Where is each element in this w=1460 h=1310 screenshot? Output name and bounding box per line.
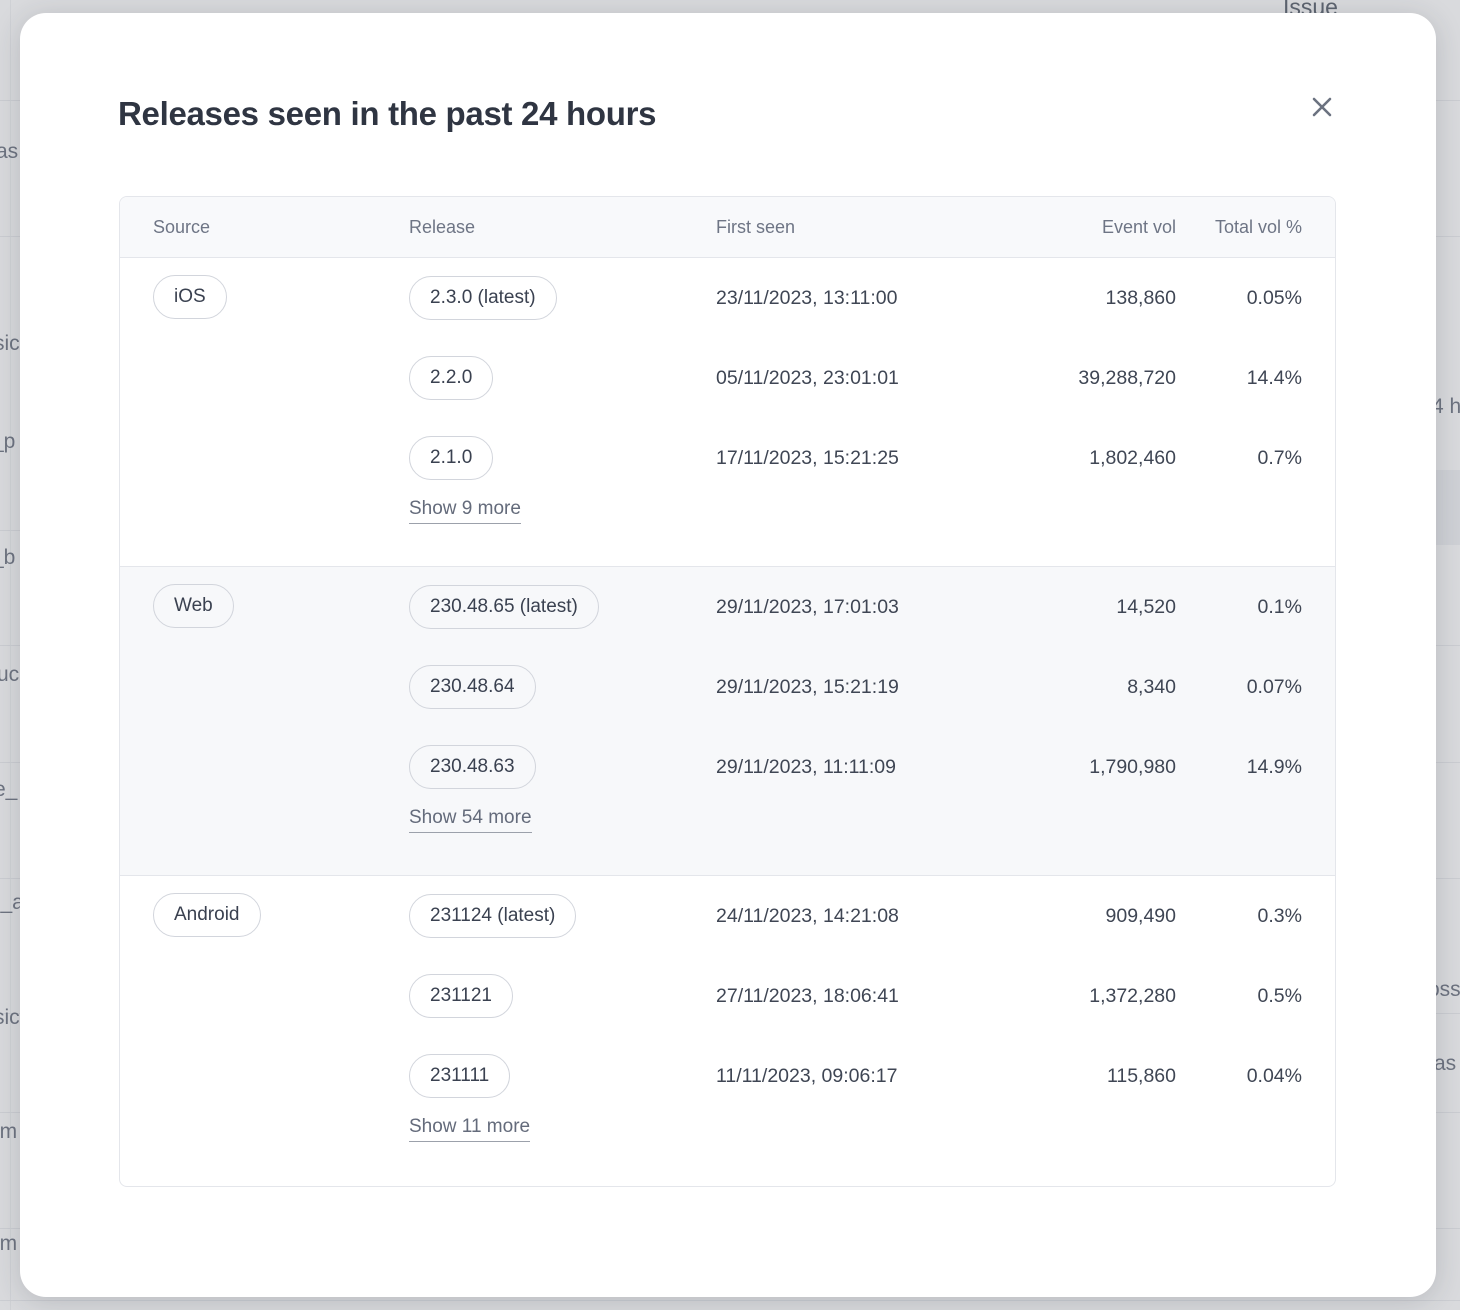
- column-header-source: Source: [153, 216, 211, 237]
- release-badge: 231111: [409, 1054, 511, 1098]
- source-badge: Web: [153, 584, 234, 628]
- total-vol-value: 14.4%: [1246, 366, 1302, 389]
- show-more-link-ios[interactable]: Show 9 more: [409, 498, 521, 524]
- first-seen-value: 05/11/2023, 23:01:01: [716, 366, 899, 389]
- event-vol-value: 1,802,460: [1089, 446, 1176, 469]
- total-vol-value: 14.9%: [1246, 755, 1302, 778]
- source-badge: Android: [153, 893, 261, 937]
- first-seen-value: 11/11/2023, 09:06:17: [716, 1064, 898, 1087]
- background-text-fragment: e_: [0, 778, 18, 801]
- first-seen-value: 24/11/2023, 14:21:08: [716, 904, 899, 927]
- release-badge: 231124 (latest): [409, 894, 577, 938]
- release-row: 2.2.0 05/11/2023, 23:01:01 39,288,720 14…: [409, 338, 1335, 418]
- event-vol-value: 39,288,720: [1078, 366, 1176, 389]
- release-badge: 2.3.0 (latest): [409, 276, 557, 320]
- first-seen-value: 29/11/2023, 11:11:09: [716, 755, 896, 778]
- close-button[interactable]: [1303, 89, 1341, 127]
- column-header-first-seen: First seen: [716, 216, 796, 237]
- event-vol-value: 909,490: [1105, 904, 1177, 927]
- background-text-fragment: am: [0, 1120, 18, 1143]
- total-vol-value: 0.5%: [1257, 984, 1302, 1007]
- total-vol-value: 0.7%: [1257, 446, 1302, 469]
- table-header-row: Source Release First seen Event vol Tota…: [120, 197, 1335, 258]
- event-vol-value: 14,520: [1116, 595, 1176, 618]
- background-text-fragment: as: [0, 140, 19, 163]
- event-vol-value: 1,372,280: [1089, 984, 1176, 1007]
- background-text-fragment: ruc: [0, 663, 20, 686]
- first-seen-value: 29/11/2023, 15:21:19: [716, 675, 899, 698]
- first-seen-value: 29/11/2023, 17:01:03: [716, 595, 899, 618]
- source-group-android: Android 231124 (latest) 24/11/2023, 14:2…: [120, 876, 1335, 1184]
- release-badge: 230.48.63: [409, 745, 536, 789]
- source-badge: iOS: [153, 275, 227, 319]
- release-badge: 2.1.0: [409, 436, 494, 480]
- event-vol-value: 138,860: [1105, 286, 1177, 309]
- release-badge: 230.48.64: [409, 665, 536, 709]
- background-divider: [0, 1300, 1460, 1301]
- modal-title: Releases seen in the past 24 hours: [118, 95, 657, 132]
- release-row: 230.48.63 29/11/2023, 11:11:09 1,790,980…: [409, 727, 1335, 807]
- background-text-fragment: s_a: [0, 891, 24, 914]
- first-seen-value: 17/11/2023, 15:21:25: [716, 446, 899, 469]
- release-row: 230.48.65 (latest) 29/11/2023, 17:01:03 …: [409, 567, 1335, 647]
- column-header-total-vol: Total vol %: [1214, 216, 1302, 237]
- total-vol-value: 0.1%: [1257, 595, 1302, 618]
- release-row: 2.1.0 17/11/2023, 15:21:25 1,802,460 0.7…: [409, 418, 1335, 498]
- background-text-fragment: _p: [0, 430, 16, 453]
- source-group-web: Web 230.48.65 (latest) 29/11/2023, 17:01…: [120, 567, 1335, 876]
- close-icon: [1310, 95, 1334, 122]
- release-row: 231124 (latest) 24/11/2023, 14:21:08 909…: [409, 876, 1335, 956]
- release-row: 230.48.64 29/11/2023, 15:21:19 8,340 0.0…: [409, 647, 1335, 727]
- background-text-fragment: _b: [0, 546, 16, 569]
- background-text-fragment: sic: [0, 1006, 20, 1029]
- event-vol-value: 8,340: [1127, 675, 1176, 698]
- column-header-event-vol: Event vol: [1101, 216, 1176, 237]
- show-more-link-web[interactable]: Show 54 more: [409, 807, 532, 833]
- release-row: 231121 27/11/2023, 18:06:41 1,372,280 0.…: [409, 956, 1335, 1036]
- release-badge: 2.2.0: [409, 356, 494, 400]
- background-divider: [10, 0, 11, 1310]
- release-row: 231111 11/11/2023, 09:06:17 115,860 0.04…: [409, 1036, 1335, 1116]
- event-vol-value: 115,860: [1106, 1064, 1176, 1087]
- first-seen-value: 27/11/2023, 18:06:41: [716, 984, 899, 1007]
- releases-table: Source Release First seen Event vol Tota…: [119, 196, 1336, 1187]
- background-text-fragment: sic: [0, 332, 20, 355]
- releases-modal: Releases seen in the past 24 hours Sourc…: [20, 13, 1436, 1297]
- column-header-release: Release: [409, 216, 476, 237]
- total-vol-value: 0.04%: [1246, 1064, 1302, 1087]
- release-row: 2.3.0 (latest) 23/11/2023, 13:11:00 138,…: [409, 258, 1335, 338]
- release-badge: 231121: [409, 974, 513, 1018]
- event-vol-value: 1,790,980: [1089, 755, 1176, 778]
- background-text-fragment: am: [0, 1232, 18, 1255]
- background-text-fragment: as: [1434, 1052, 1457, 1075]
- background-text-fragment: oss: [1428, 978, 1460, 1001]
- show-more-link-android[interactable]: Show 11 more: [409, 1116, 531, 1142]
- background-text-fragment: 4 h: [1432, 395, 1460, 418]
- total-vol-value: 0.05%: [1246, 286, 1302, 309]
- source-group-ios: iOS 2.3.0 (latest) 23/11/2023, 13:11:00 …: [120, 258, 1335, 567]
- total-vol-value: 0.07%: [1246, 675, 1302, 698]
- total-vol-value: 0.3%: [1257, 904, 1302, 927]
- first-seen-value: 23/11/2023, 13:11:00: [716, 286, 898, 309]
- release-badge: 230.48.65 (latest): [409, 585, 599, 629]
